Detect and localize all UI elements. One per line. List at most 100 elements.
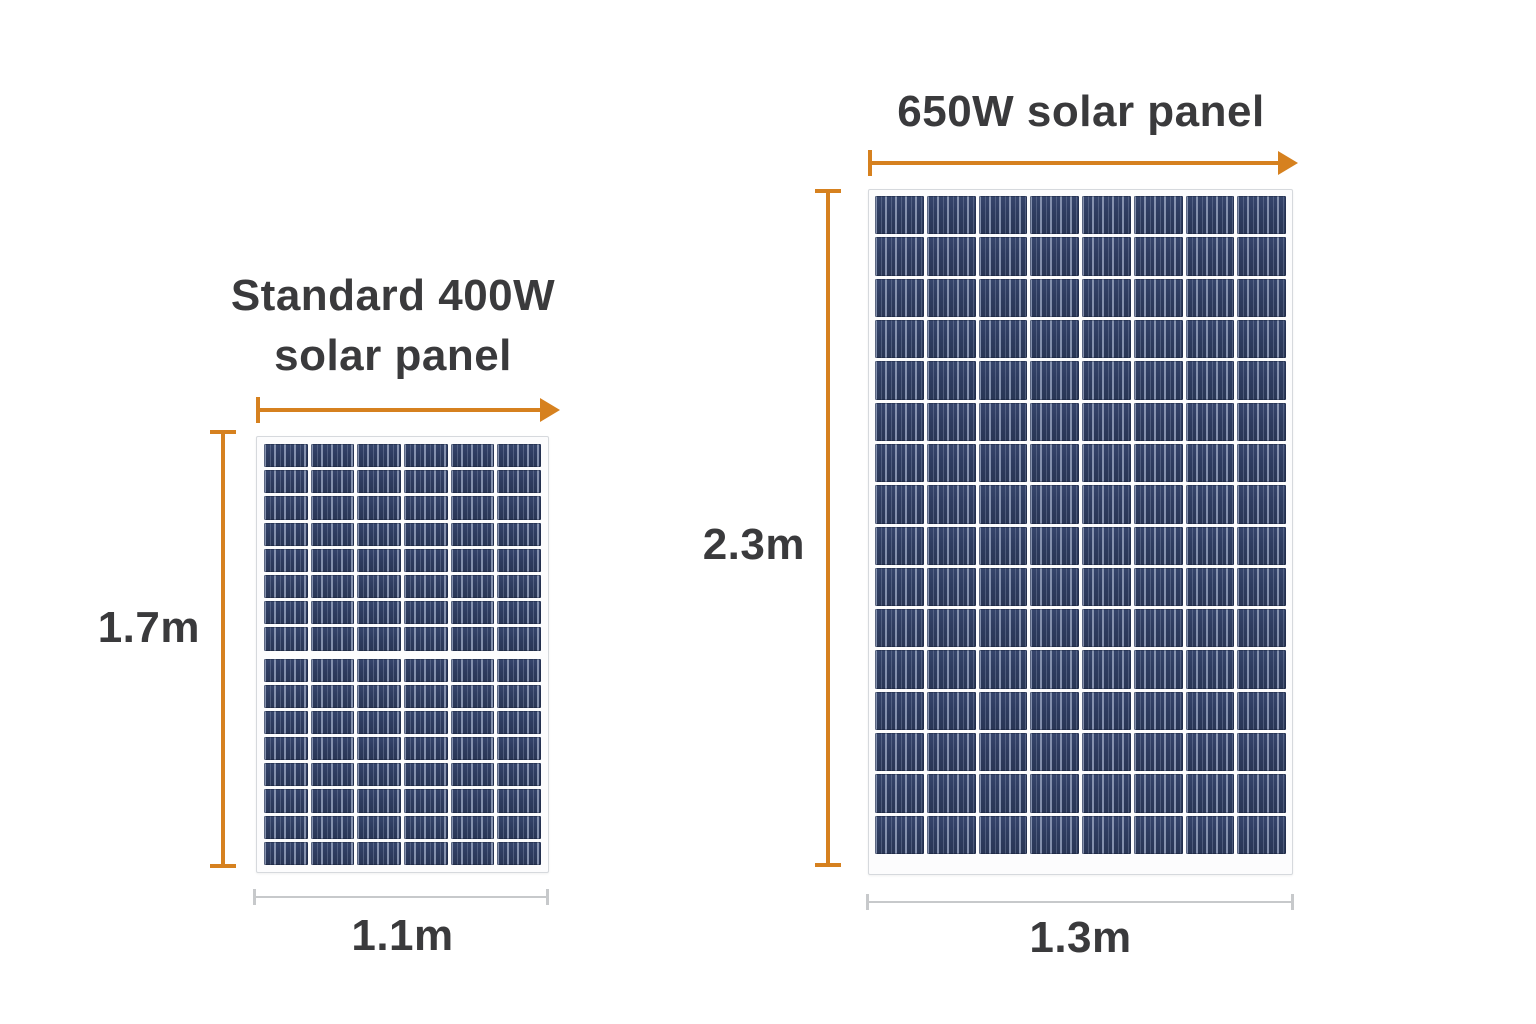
width-label-400w: 1.1m: [351, 911, 454, 960]
solar-cell: [497, 710, 541, 735]
solar-cell: [1030, 774, 1079, 813]
solar-cell: [357, 789, 401, 813]
solar-cell: [310, 815, 355, 839]
solar-cell: [1185, 691, 1235, 731]
solar-cell: [1030, 278, 1079, 317]
solar-cell: [1030, 443, 1079, 483]
dimension-cap: [210, 864, 236, 868]
solar-cell: [357, 815, 401, 839]
solar-cell: [978, 609, 1028, 648]
solar-cell: [1133, 774, 1183, 813]
solar-cell: [310, 627, 355, 651]
solar-cell: [450, 737, 495, 761]
solar-cell: [978, 691, 1028, 731]
solar-cell: [1237, 774, 1286, 813]
solar-cell: [1133, 443, 1183, 483]
solar-cell: [926, 526, 976, 565]
solar-cell: [1185, 774, 1235, 813]
solar-cell: [1030, 815, 1079, 854]
solar-cell: [1030, 319, 1079, 359]
solar-cell: [1030, 361, 1079, 400]
solar-cell: [264, 574, 308, 599]
solar-cell-grid-650w: [875, 196, 1286, 854]
solar-cell: [357, 710, 401, 735]
solar-cell: [264, 496, 308, 520]
solar-cell: [926, 733, 976, 772]
solar-cell: [404, 658, 448, 682]
solar-cell: [450, 684, 495, 708]
solar-cell: [357, 444, 401, 468]
solar-cell: [404, 841, 448, 865]
solar-cell: [926, 443, 976, 483]
solar-cell: [1185, 319, 1235, 359]
solar-cell: [1133, 567, 1183, 607]
solar-cell-half-grid: [264, 658, 541, 865]
arrow-head-icon: [540, 398, 560, 422]
solar-cell: [264, 444, 308, 468]
solar-cell: [404, 627, 448, 651]
solar-cell: [1237, 815, 1286, 854]
solar-cell: [1030, 567, 1079, 607]
solar-cell: [1133, 278, 1183, 317]
solar-cell: [875, 402, 924, 441]
solar-cell: [1185, 485, 1235, 524]
solar-cell: [450, 627, 495, 651]
solar-cell: [1185, 650, 1235, 689]
solar-cell: [1237, 237, 1286, 276]
solar-cell: [450, 601, 495, 625]
solar-cell-half-grid: [875, 196, 1286, 854]
solar-cell: [875, 319, 924, 359]
solar-cell: [1237, 319, 1286, 359]
solar-cell: [1185, 278, 1235, 317]
solar-cell: [926, 196, 976, 235]
solar-cell: [1133, 196, 1183, 235]
solar-cell: [264, 737, 308, 761]
solar-panel-400w: [256, 436, 549, 873]
solar-cell: [1082, 526, 1131, 565]
solar-cell: [978, 485, 1028, 524]
solar-cell: [1237, 402, 1286, 441]
solar-cell: [310, 763, 355, 787]
solar-cell: [926, 567, 976, 607]
solar-cell: [1030, 609, 1079, 648]
solar-cell: [926, 402, 976, 441]
solar-cell: [357, 470, 401, 494]
solar-cell: [978, 196, 1028, 235]
solar-cell: [978, 815, 1028, 854]
solar-cell: [875, 609, 924, 648]
dimension-cap: [1291, 894, 1294, 910]
height-label-650w: 2.3m: [702, 520, 805, 569]
panel-title-400w: Standard 400W solar panel: [178, 266, 608, 386]
solar-cell-half-grid: [264, 444, 541, 651]
solar-cell: [1133, 402, 1183, 441]
solar-cell: [264, 789, 308, 813]
solar-cell: [1082, 319, 1131, 359]
solar-cell: [978, 733, 1028, 772]
solar-cell: [404, 496, 448, 520]
solar-cell: [357, 841, 401, 865]
solar-cell: [497, 841, 541, 865]
solar-cell: [1030, 237, 1079, 276]
solar-cell: [497, 548, 541, 572]
solar-cell: [1185, 402, 1235, 441]
solar-cell: [264, 710, 308, 735]
solar-cell: [1237, 485, 1286, 524]
solar-cell: [450, 763, 495, 787]
solar-cell: [264, 841, 308, 865]
solar-cell: [450, 841, 495, 865]
solar-cell: [1237, 361, 1286, 400]
solar-cell: [450, 574, 495, 599]
solar-cell: [1082, 485, 1131, 524]
solar-cell: [1082, 402, 1131, 441]
solar-cell: [357, 658, 401, 682]
solar-cell: [926, 815, 976, 854]
solar-cell: [404, 574, 448, 599]
solar-cell: [1133, 815, 1183, 854]
solar-cell: [1030, 650, 1079, 689]
solar-cell: [875, 650, 924, 689]
solar-cell: [1082, 815, 1131, 854]
solar-cell: [926, 278, 976, 317]
solar-cell: [875, 815, 924, 854]
solar-cell: [497, 627, 541, 651]
